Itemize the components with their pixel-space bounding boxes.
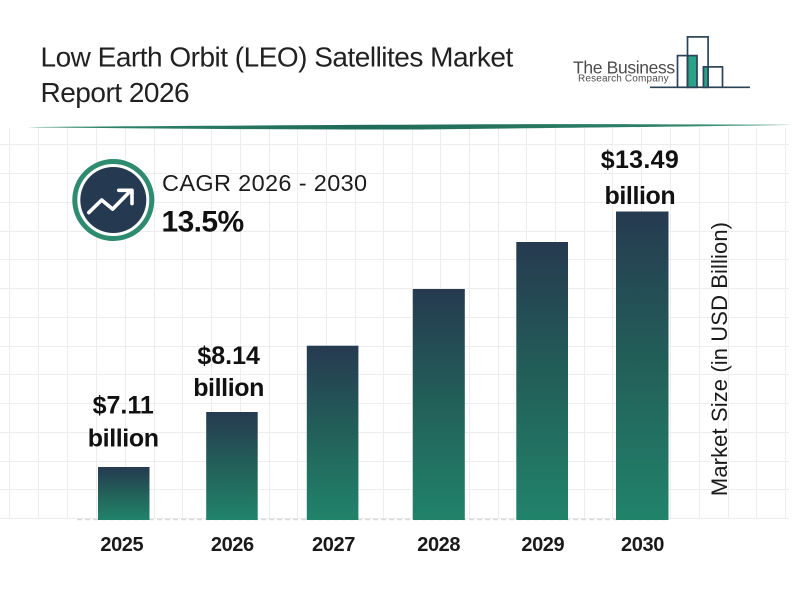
svg-text:2028: 2028 (417, 534, 460, 556)
svg-text:Market Size (in USD Billion): Market Size (in USD Billion) (707, 222, 732, 496)
svg-text:$8.14: $8.14 (197, 342, 260, 370)
svg-text:Research Company: Research Company (578, 74, 669, 85)
svg-text:2027: 2027 (312, 534, 355, 556)
svg-text:billion: billion (88, 425, 159, 453)
svg-text:CAGR 2026 - 2030: CAGR 2026 - 2030 (162, 170, 367, 196)
svg-text:$7.11: $7.11 (93, 392, 154, 420)
svg-text:$13.49: $13.49 (601, 146, 679, 174)
svg-text:13.5%: 13.5% (162, 206, 244, 239)
svg-text:2025: 2025 (100, 534, 143, 556)
svg-text:2030: 2030 (621, 534, 664, 556)
svg-text:The Business: The Business (573, 57, 675, 77)
svg-text:2029: 2029 (521, 534, 564, 556)
svg-text:billion: billion (193, 374, 264, 402)
svg-text:Low Earth Orbit (LEO) Satellit: Low Earth Orbit (LEO) Satellites Market (41, 41, 514, 72)
svg-text:Report 2026: Report 2026 (41, 77, 190, 108)
svg-text:2026: 2026 (211, 534, 254, 556)
svg-text:billion: billion (605, 182, 676, 210)
